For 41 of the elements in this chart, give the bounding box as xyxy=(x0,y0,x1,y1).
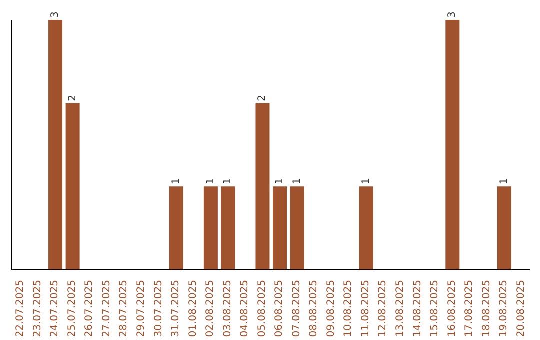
x-tick-label: 16.08.2025 xyxy=(446,280,458,338)
data-label: 3 xyxy=(50,12,62,18)
x-tick-label: 20.08.2025 xyxy=(516,280,527,338)
x-tick-label: 12.08.2025 xyxy=(378,280,389,338)
x-tick-label: 08.08.2025 xyxy=(308,280,320,338)
x-tick-label: 11.08.2025 xyxy=(360,280,372,338)
x-tick-label: 04.08.2025 xyxy=(240,280,251,338)
x-tick-label: 29.07.2025 xyxy=(136,280,147,338)
x-tick-label: 17.08.2025 xyxy=(464,280,476,338)
x-tick-label: 19.08.2025 xyxy=(498,280,510,338)
x-tick-label: 01.08.2025 xyxy=(188,280,199,338)
data-label: 1 xyxy=(222,178,234,185)
x-tick-label: 25.07.2025 xyxy=(66,280,78,338)
x-tick-label: 13.08.2025 xyxy=(395,280,406,338)
x-tick-label: 24.07.2025 xyxy=(50,280,61,338)
data-label: 1 xyxy=(274,178,286,185)
x-tick-label: 30.07.2025 xyxy=(153,280,164,338)
x-tick-label: 28.07.2025 xyxy=(118,280,130,338)
x-tick-label: 23.07.2025 xyxy=(32,280,44,338)
data-label: 1 xyxy=(498,178,510,185)
x-tick-label: 27.07.2025 xyxy=(101,280,112,338)
x-tick-label: 18.08.2025 xyxy=(481,280,492,338)
data-label: 2 xyxy=(67,94,78,102)
x-tick-label: 31.07.2025 xyxy=(170,280,182,338)
x-tick-label: 22.07.2025 xyxy=(15,280,26,338)
x-tick-label: 06.08.2025 xyxy=(274,280,286,338)
data-label: 3 xyxy=(447,12,458,18)
x-tick-label: 03.08.2025 xyxy=(222,280,234,338)
data-label: 2 xyxy=(257,94,268,102)
x-tick-label: 14.08.2025 xyxy=(412,280,424,338)
x-tick-label: 10.08.2025 xyxy=(343,280,354,338)
data-label: 1 xyxy=(170,178,182,185)
x-tick-label: 26.07.2025 xyxy=(84,280,96,338)
x-tick-label: 02.08.2025 xyxy=(205,280,216,338)
x-tick-label: 09.08.2025 xyxy=(326,280,337,338)
data-label: 1 xyxy=(205,178,216,185)
data-label: 1 xyxy=(360,178,372,185)
x-tick-label: 15.08.2025 xyxy=(430,280,441,338)
x-tick-label: 05.08.2025 xyxy=(256,280,268,338)
data-label: 1 xyxy=(292,178,303,185)
x-tick-label: 07.08.2025 xyxy=(291,280,302,338)
